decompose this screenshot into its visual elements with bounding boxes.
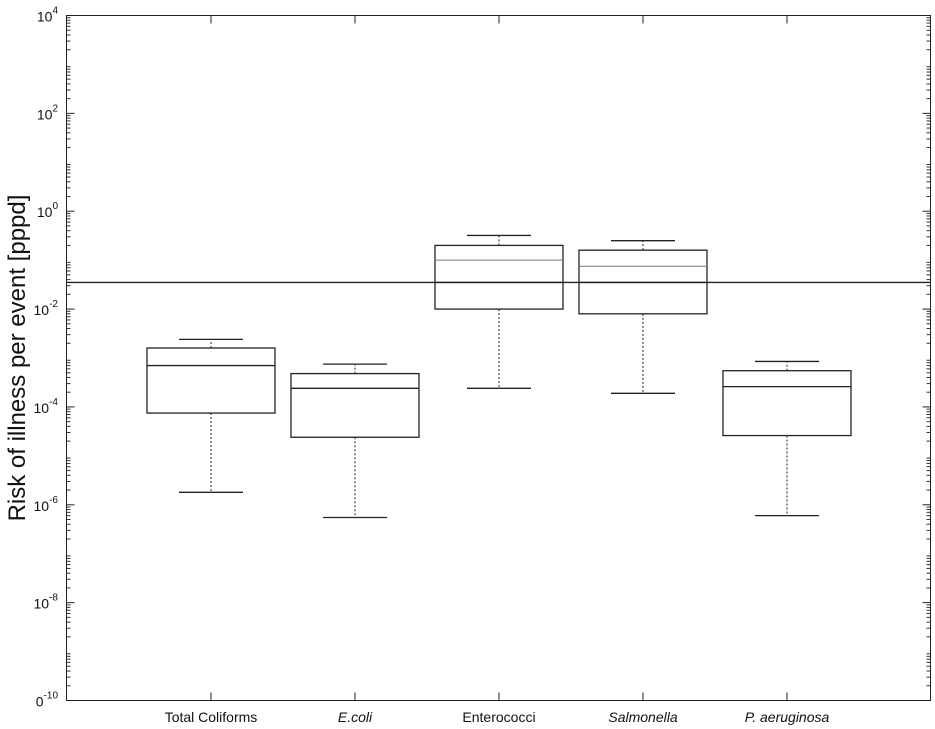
y-tick-label: 0-10	[36, 691, 59, 710]
y-tick-label: 10-8	[34, 593, 59, 612]
y-axis-label: Risk of illness per event [pppd]	[4, 195, 31, 522]
y-tick-label: 10-2	[34, 299, 59, 318]
minor-tick-marks	[66, 17, 931, 687]
box-iqr	[434, 244, 564, 310]
y-axis-ticks: 0-10 10-8 10-6 10-4 10-2 100 102 104	[34, 6, 931, 710]
y-tick-label: 104	[37, 6, 59, 25]
y-tick-label: 10-4	[34, 397, 59, 416]
box-iqr	[290, 372, 420, 438]
plot-frame	[66, 15, 931, 701]
x-category-label: Total Coliforms	[165, 709, 258, 725]
box-iqr	[722, 370, 852, 437]
x-axis-ticks: Total Coliforms E.coli Enterococci Salmonel…	[165, 15, 830, 725]
box-iqr	[146, 347, 276, 414]
y-tick-label: 10-6	[34, 495, 59, 514]
x-category-label: E.coli	[338, 709, 373, 725]
y-tick-label: 100	[37, 201, 59, 220]
x-category-label: Enterococci	[462, 709, 535, 725]
y-tick-label: 102	[37, 103, 59, 122]
x-category-label: P. aeruginosa	[745, 709, 830, 725]
x-category-label: Salmonella	[608, 709, 677, 725]
